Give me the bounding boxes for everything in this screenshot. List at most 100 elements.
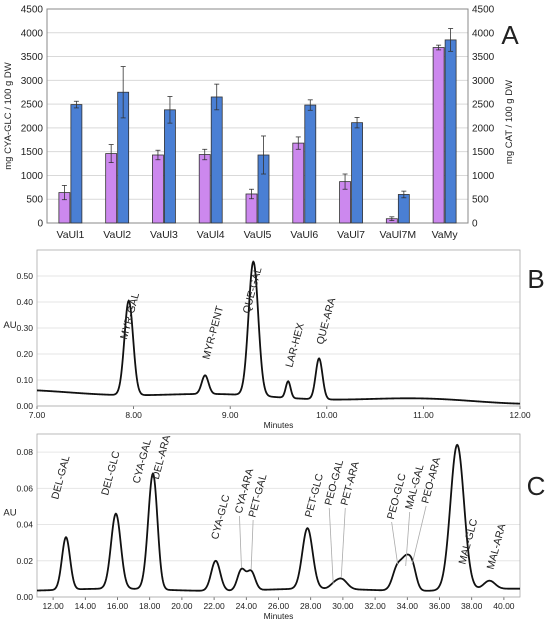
peak-label: CYA-GLC [209,493,233,541]
peak-leader-line [391,521,399,565]
x-tick-label: 30.00 [332,601,354,611]
peak-label: DEL-GAL [49,454,72,501]
y-tick-label-left: 3000 [21,76,44,87]
peak-label: QUE-ARA [314,296,338,345]
peak-label: MYR-GAL [118,291,142,340]
x-tick-label: 18.00 [139,601,161,611]
bar [164,109,176,224]
x-tick-label: 34.00 [397,601,419,611]
peak-leader-line [411,505,427,565]
x-category-label: VaUl3 [150,229,178,241]
bar [152,154,164,224]
bar [444,39,457,224]
x-axis-label: Minutes [264,420,294,430]
y-tick-label-right: 1500 [472,147,495,158]
y-tick-label-left: 4500 [21,5,44,16]
x-tick-label: 7.00 [29,410,46,420]
y-axis-label-left: mg CYA-GLC / 100 g DW [3,62,14,170]
y-tick-label-left: 1500 [21,147,44,158]
y-tick-label-left: 1000 [21,171,44,182]
y-tick-label-left: 2000 [21,123,44,134]
bar [105,153,118,224]
x-tick-label: 22.00 [203,601,225,611]
y-tick-label-right: 4000 [472,28,495,39]
x-tick-label: 11.00 [413,410,434,420]
x-tick-label: 32.00 [364,601,386,611]
y-tick-label-right: 3500 [472,52,495,63]
y-tick-label: 0.00 [16,401,33,411]
x-category-label: VaUl7 [337,229,365,241]
y-tick-label: 0.10 [16,375,33,385]
x-tick-label: 28.00 [300,601,322,611]
peak-label: LAR-HEX [283,322,306,369]
panel-c-chromatogram: 0.00 0.02 0.04 0.06 0.08 12.00 14.00 16.00 18.00… [3,433,521,621]
y-tick-label-right: 4500 [472,5,495,16]
y-tick-label: 0.08 [16,447,33,457]
y-axis-label: AU [3,320,16,331]
x-tick-label: 12.00 [42,601,64,611]
x-category-label: VaUl2 [103,229,131,241]
y-tick-label-right: 1000 [472,171,495,182]
y-tick-label: 0.02 [16,556,33,566]
x-tick-label: 20.00 [171,601,193,611]
y-tick-label-right: 2500 [472,100,495,111]
x-tick-label: 10.00 [316,410,338,420]
y-axis-label: AU [3,508,16,519]
panel-b-letter: B [527,264,544,294]
panel-a-bar-chart: 0 0 500 500 1000 1000 1500 1500 2000 2000 2500 2500… [3,5,515,242]
bar [432,47,445,224]
plot-frame [36,433,521,598]
peak-label: PET-GLC [303,472,326,519]
y-tick-label-left: 4000 [21,28,44,39]
peak-leader-line [405,511,411,567]
peak-label: MYR-PENT [200,304,226,361]
bar [397,194,410,224]
x-tick-label: 26.00 [268,601,290,611]
x-tick-label: 9.00 [222,410,239,420]
x-tick-label: 38.00 [461,601,483,611]
panel-a-letter: A [501,20,519,50]
panel-b-chromatogram: 0.00 0.10 0.20 0.30 0.40 0.50 7.00 8.00 9.00 10.0… [3,249,531,430]
x-category-label: VaUl7M [380,229,417,241]
plot-frame [46,8,469,224]
bar [304,104,317,224]
x-category-label: VaMy [432,229,459,241]
bar [351,122,363,224]
chromatogram-trace [36,260,521,405]
x-tick-label: 40.00 [493,601,515,611]
chromatogram-trace [36,443,520,592]
x-tick-label: 8.00 [125,410,142,420]
peak-label: DEL-GLC [99,449,122,496]
peak-leader-line [250,519,254,570]
y-tick-label: 0.50 [16,271,33,281]
y-tick-label: 0.06 [16,483,33,493]
y-tick-label-right: 500 [472,195,489,206]
x-category-label: VaUl6 [290,229,318,241]
peak-leader-line [328,507,334,585]
y-axis-label-right: mg CAT / 100 g DW [504,80,515,164]
bar [70,104,83,224]
x-axis-label: Minutes [264,611,294,621]
peak-leader-line [239,515,242,568]
bar [198,154,211,224]
bar [292,142,305,224]
x-tick-label: 14.00 [75,601,97,611]
x-tick-label: 24.00 [236,601,258,611]
peak-leader-line [340,507,346,577]
x-category-label: VaUl4 [197,229,225,241]
y-tick-label: 0.30 [16,323,33,333]
x-tick-label: 12.00 [509,410,531,420]
x-category-label: VaUl1 [56,229,84,241]
y-tick-label: 0.20 [16,349,33,359]
bar [210,96,223,224]
x-tick-label: 36.00 [429,601,451,611]
y-tick-label-right: 0 [472,219,478,230]
y-tick-label-left: 3500 [21,52,44,63]
panel-c-letter: C [527,471,546,501]
y-tick-label: 0.04 [16,520,33,530]
y-tick-label: 0.40 [16,297,33,307]
y-tick-label-left: 500 [26,195,43,206]
peak-label: PEO-ARA [419,456,443,505]
peak-label: MAL-ARA [485,523,509,571]
